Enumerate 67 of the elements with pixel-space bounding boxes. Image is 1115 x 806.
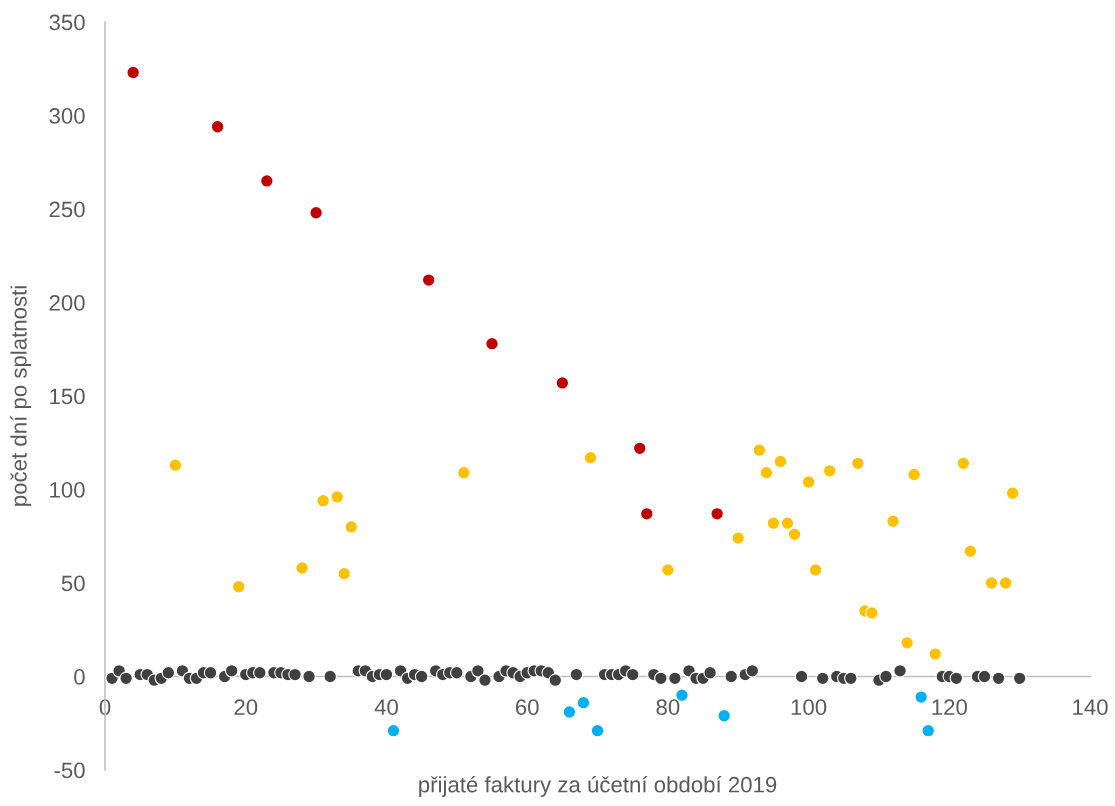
point	[900, 636, 914, 650]
point	[921, 723, 935, 738]
point	[640, 507, 654, 521]
y-tick-label: -50	[54, 762, 85, 779]
point	[780, 516, 795, 530]
point	[330, 490, 344, 504]
x-tick-label: 60	[515, 699, 539, 716]
point	[752, 443, 767, 457]
point	[808, 563, 823, 577]
point	[421, 273, 436, 287]
point	[210, 119, 225, 134]
point	[766, 516, 781, 530]
x-tick-label: 0	[99, 699, 111, 716]
point	[590, 723, 605, 738]
x-tick-label: 80	[656, 699, 680, 716]
point	[576, 695, 591, 710]
y-axis-title: počet dní po splatnosti	[10, 286, 32, 506]
point	[309, 205, 323, 220]
point	[717, 708, 731, 723]
x-tick-label: 120	[932, 699, 967, 716]
x-tick-label: 20	[234, 699, 258, 716]
point	[457, 465, 471, 480]
point	[998, 576, 1013, 590]
point	[632, 441, 647, 456]
point	[963, 544, 978, 558]
point	[583, 450, 598, 465]
y-tick-label: 0	[74, 669, 85, 685]
point	[485, 336, 499, 351]
x-tick-label: 100	[791, 699, 827, 716]
point	[1005, 486, 1020, 500]
y-tick-label: 250	[49, 201, 85, 218]
point	[851, 456, 865, 471]
point	[731, 531, 746, 545]
point	[316, 493, 330, 508]
point	[260, 174, 274, 188]
point	[231, 579, 246, 594]
point	[126, 65, 140, 80]
point	[661, 563, 675, 577]
point	[801, 475, 816, 489]
point	[344, 520, 359, 534]
point	[759, 465, 774, 480]
point	[907, 467, 921, 482]
point	[555, 376, 570, 390]
point	[984, 576, 999, 590]
point	[886, 514, 900, 529]
y-tick-label: 150	[50, 388, 85, 405]
y-tick-label: 200	[49, 295, 85, 311]
point	[928, 647, 943, 661]
x-tick-label: 40	[374, 699, 398, 716]
point	[168, 458, 183, 472]
point	[773, 454, 788, 469]
y-tick-label: 50	[61, 575, 85, 592]
point	[386, 723, 401, 738]
point	[956, 456, 971, 471]
y-tick-label: 350	[49, 14, 85, 31]
y-tick-label: 100	[50, 482, 85, 498]
point	[710, 507, 724, 521]
point	[822, 464, 837, 478]
point	[914, 690, 928, 704]
point	[865, 606, 879, 620]
x-tick-label: 140	[1073, 699, 1108, 716]
point	[295, 561, 309, 575]
point	[562, 705, 577, 719]
y-tick-label: 300	[49, 108, 85, 124]
point	[787, 527, 802, 542]
point	[337, 566, 352, 581]
x-axis-title: přijaté faktury za účetní období 2019	[419, 775, 777, 797]
